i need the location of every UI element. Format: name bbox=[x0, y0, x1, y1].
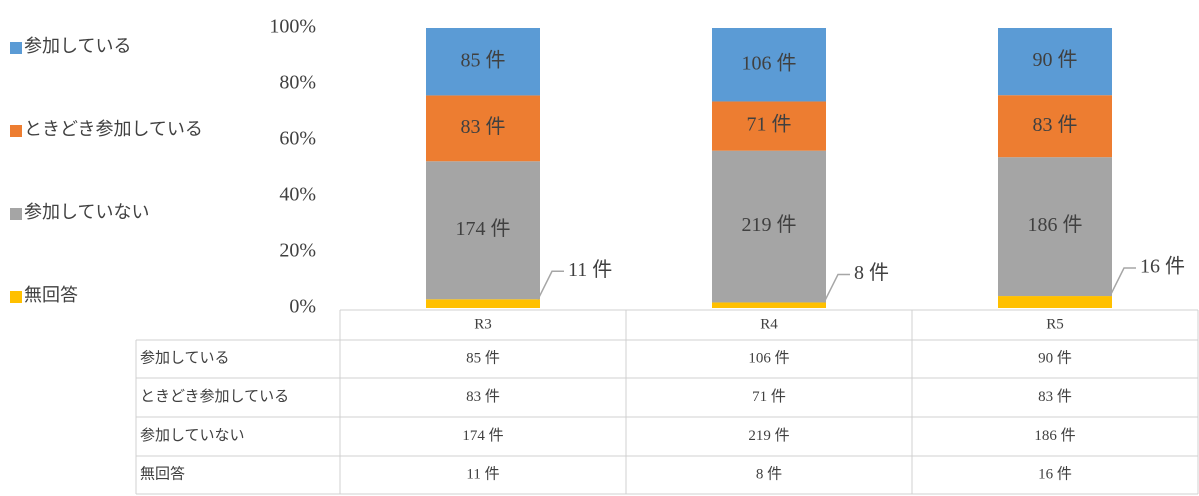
bar-segment bbox=[712, 28, 826, 102]
legend-label: 無回答 bbox=[24, 285, 78, 305]
bar-segment bbox=[998, 28, 1112, 96]
table-row-label: ときどき参加している bbox=[140, 388, 289, 405]
bar-segment bbox=[426, 161, 540, 300]
table-cell: 71 件 bbox=[752, 388, 786, 405]
table-row-label: 無回答 bbox=[140, 465, 185, 482]
table-cell: 174 件 bbox=[462, 427, 503, 444]
data-label: 219 件 bbox=[742, 213, 797, 236]
data-label: 106 件 bbox=[742, 51, 797, 74]
legend-swatch bbox=[10, 42, 22, 54]
data-label: 85 件 bbox=[461, 48, 506, 71]
legend-label: 参加している bbox=[24, 36, 131, 56]
legend-swatch bbox=[10, 291, 22, 303]
table-cell: 219 件 bbox=[748, 427, 789, 444]
table-cell: 83 件 bbox=[466, 388, 500, 405]
bar-segment bbox=[426, 299, 540, 308]
data-label: 16 件 bbox=[1140, 255, 1185, 278]
table-cell: 83 件 bbox=[1038, 388, 1072, 405]
data-label: 8 件 bbox=[854, 261, 889, 284]
bar-segment bbox=[998, 95, 1112, 158]
leader-line bbox=[1109, 267, 1136, 297]
table-cell: 186 件 bbox=[1034, 427, 1075, 444]
table-cell: 16 件 bbox=[1038, 465, 1072, 482]
data-label: 90 件 bbox=[1033, 48, 1078, 71]
y-tick-label: 0% bbox=[289, 296, 316, 318]
table-cell: 8 件 bbox=[756, 465, 782, 482]
data-label: 83 件 bbox=[1033, 113, 1078, 136]
y-tick-label: 20% bbox=[279, 240, 316, 262]
bar-segment bbox=[426, 95, 540, 162]
x-tick-label: R3 bbox=[474, 316, 492, 332]
table-cell: 85 件 bbox=[466, 349, 500, 366]
y-tick-label: 100% bbox=[269, 16, 316, 38]
x-tick-label: R4 bbox=[760, 316, 778, 332]
x-tick-label: R5 bbox=[1046, 316, 1064, 332]
y-tick-label: 60% bbox=[279, 128, 316, 150]
leader-line bbox=[823, 273, 850, 303]
y-tick-label: 80% bbox=[279, 72, 316, 94]
leader-line bbox=[537, 270, 564, 300]
legend-label: ときどき参加している bbox=[24, 119, 203, 139]
legend-swatch bbox=[10, 208, 22, 220]
bar-segment bbox=[712, 150, 826, 303]
bar-segment bbox=[426, 28, 540, 96]
data-label: 71 件 bbox=[747, 113, 792, 136]
legend-swatch bbox=[10, 125, 22, 137]
table-cell: 106 件 bbox=[748, 349, 789, 366]
legend-label: 参加していない bbox=[24, 202, 149, 222]
bar-segment bbox=[712, 302, 826, 308]
data-label: 186 件 bbox=[1028, 213, 1083, 236]
table-row-label: 参加している bbox=[140, 349, 230, 366]
data-label: 11 件 bbox=[568, 258, 612, 281]
table-cell: 90 件 bbox=[1038, 349, 1072, 366]
data-label: 83 件 bbox=[461, 115, 506, 138]
bar-segment bbox=[712, 101, 826, 151]
table-row-label: 参加していない bbox=[140, 427, 245, 444]
bar-segment bbox=[998, 157, 1112, 297]
bar-segment bbox=[998, 296, 1112, 308]
table-cell: 11 件 bbox=[466, 465, 499, 482]
y-tick-label: 40% bbox=[279, 184, 316, 206]
data-label: 174 件 bbox=[456, 217, 511, 240]
